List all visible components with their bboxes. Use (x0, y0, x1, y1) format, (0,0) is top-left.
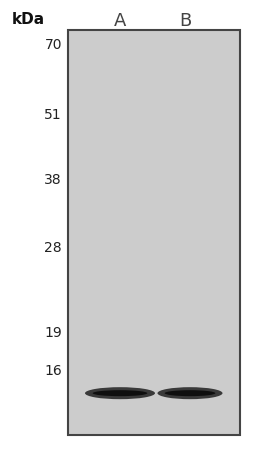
Ellipse shape (85, 387, 155, 399)
Text: A: A (114, 12, 126, 30)
Ellipse shape (165, 390, 215, 396)
Text: 70: 70 (45, 38, 62, 52)
Text: 28: 28 (44, 241, 62, 255)
Ellipse shape (93, 390, 147, 396)
Text: 51: 51 (44, 108, 62, 122)
Text: kDa: kDa (12, 12, 45, 27)
Text: 38: 38 (44, 173, 62, 187)
Ellipse shape (157, 387, 222, 399)
Text: B: B (179, 12, 191, 30)
Bar (68, 30, 240, 435)
Text: 19: 19 (44, 326, 62, 340)
Text: 16: 16 (44, 365, 62, 379)
